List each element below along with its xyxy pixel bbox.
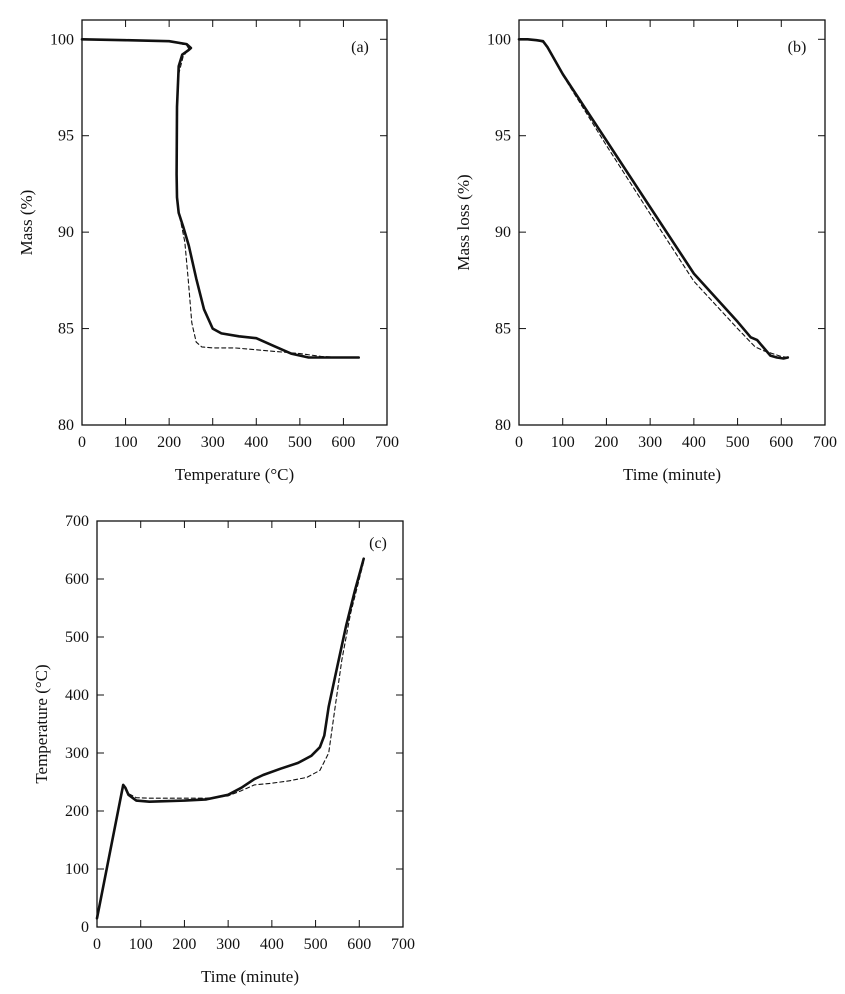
x-tick-label: 200 [172, 936, 196, 953]
x-tick-label: 200 [157, 434, 181, 451]
y-tick-label: 90 [58, 224, 74, 241]
y-tick-label: 700 [65, 513, 89, 530]
x-tick-label: 600 [331, 434, 355, 451]
solid-series-line [517, 37, 790, 360]
plot-frame [96, 520, 404, 928]
y-tick-label: 100 [50, 31, 74, 48]
y-tick-label: 500 [65, 629, 89, 646]
x-tick-label: 500 [726, 434, 750, 451]
solid-series-line [80, 37, 361, 359]
x-tick-label: 400 [260, 936, 284, 953]
x-tick-label: 200 [594, 434, 618, 451]
x-tick-label: 600 [347, 936, 371, 953]
x-tick-label: 0 [515, 434, 523, 451]
x-tick-label: 700 [391, 936, 415, 953]
y-tick-label: 0 [81, 919, 89, 936]
solid-series-line [95, 557, 366, 920]
x-tick-label: 400 [244, 434, 268, 451]
y-tick-label: 600 [65, 571, 89, 588]
y-tick-label: 80 [495, 417, 511, 434]
chart-panel-a: 0 100 200 300 400 500 600 700 80 85 90 95 100 Tempera… [17, 19, 399, 484]
y-tick-label: 95 [495, 128, 511, 145]
plot-frame [81, 19, 388, 426]
x-axis-label: Temperature (°C) [175, 465, 294, 484]
dashed-series-line [96, 561, 365, 919]
x-tick-label: 300 [638, 434, 662, 451]
x-axis-label: Time (minute) [623, 465, 721, 484]
x-tick-label: 500 [304, 936, 328, 953]
x-tick-label: 400 [682, 434, 706, 451]
x-tick-label: 0 [93, 936, 101, 953]
x-tick-label: 300 [201, 434, 225, 451]
y-tick-label: 400 [65, 687, 89, 704]
y-axis-label: Temperature (°C) [32, 664, 51, 783]
panel-label: (a) [351, 39, 369, 56]
y-axis-label: Mass loss (%) [454, 174, 473, 270]
x-tick-label: 100 [129, 936, 153, 953]
plot-frame [518, 19, 826, 426]
y-tick-label: 300 [65, 745, 89, 762]
y-tick-label: 100 [487, 31, 511, 48]
x-tick-label: 700 [813, 434, 837, 451]
y-tick-label: 90 [495, 224, 511, 241]
y-tick-label: 85 [58, 321, 74, 338]
x-tick-label: 700 [375, 434, 399, 451]
y-tick-label: 80 [58, 417, 74, 434]
x-tick-label: 100 [551, 434, 575, 451]
x-tick-label: 100 [114, 434, 138, 451]
x-axis-label: Time (minute) [201, 967, 299, 986]
panel-label: (b) [788, 39, 807, 56]
y-tick-label: 95 [58, 128, 74, 145]
dashed-series-line [518, 38, 789, 359]
x-tick-label: 300 [216, 936, 240, 953]
y-tick-label: 100 [65, 861, 89, 878]
chart-panel-c: 0 100 200 300 400 500 600 700 0 100 200 300 400 500 60… [32, 513, 415, 986]
chart-panel-b: 0 100 200 300 400 500 600 700 80 85 90 95 100 Time (m… [454, 19, 837, 484]
y-axis-label: Mass (%) [17, 190, 36, 256]
x-tick-label: 500 [288, 434, 312, 451]
y-tick-label: 85 [495, 321, 511, 338]
x-tick-label: 600 [769, 434, 793, 451]
y-tick-label: 200 [65, 803, 89, 820]
dashed-series-line [81, 38, 360, 359]
panel-label: (c) [369, 535, 387, 552]
x-tick-label: 0 [78, 434, 86, 451]
